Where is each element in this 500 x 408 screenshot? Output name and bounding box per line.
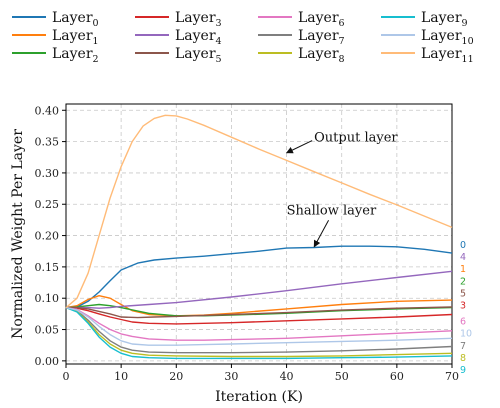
y-axis-label: Normalized Weight Per Layer xyxy=(10,129,26,339)
legend-label-layer-4: Layer4 xyxy=(175,28,222,47)
end-label-layer-1: 1 xyxy=(460,264,466,275)
annotation-label: Output layer xyxy=(314,131,398,146)
legend-label-layer-1: Layer1 xyxy=(52,28,99,47)
annotation-group: Output layer Shallow layer xyxy=(285,131,398,248)
legend-label-layer-5: Layer5 xyxy=(175,46,222,65)
end-label-layer-8: 8 xyxy=(460,353,466,364)
series-line-layer-0 xyxy=(65,245,453,309)
end-label-layer-2: 2 xyxy=(460,276,466,287)
series-line-layer-1 xyxy=(65,295,453,317)
y-tick-label: 0.35 xyxy=(35,136,60,149)
y-tick-label: 0.30 xyxy=(35,167,60,180)
x-tick-label: 0 xyxy=(63,370,70,383)
end-label-layer-10: 10 xyxy=(460,329,472,340)
series-line-layer-7 xyxy=(65,306,453,354)
x-tick-label: 10 xyxy=(114,370,128,383)
series-line-layer-6 xyxy=(65,306,453,341)
legend-label-layer-6: Layer6 xyxy=(298,10,345,29)
x-axis-label: Iteration (K) xyxy=(215,389,303,405)
legend-label-layer-10: Layer10 xyxy=(421,28,474,47)
y-tick-label: 0.15 xyxy=(35,261,60,274)
y-tick-label: 0.20 xyxy=(35,230,60,243)
legend-label-layer-11: Layer11 xyxy=(421,46,474,65)
series-line-layer-8 xyxy=(65,306,453,358)
legend-label-layer-7: Layer7 xyxy=(298,28,345,47)
legend-label-layer-2: Layer2 xyxy=(52,46,99,65)
series-line-layer-10 xyxy=(65,306,453,346)
y-tick-label: 0.10 xyxy=(35,292,60,305)
end-label-layer-9: 9 xyxy=(460,365,466,376)
y-tick-label: 0.40 xyxy=(35,104,60,117)
annotation-arrow xyxy=(313,220,330,248)
end-label-layer-0: 0 xyxy=(460,240,466,251)
legend-label-layer-0: Layer0 xyxy=(52,10,99,29)
end-label-layer-5: 5 xyxy=(460,288,466,299)
annotation-arrow xyxy=(285,140,313,154)
legend-label-layer-9: Layer9 xyxy=(421,10,468,29)
x-tick-label: 70 xyxy=(445,370,459,383)
series-line-layer-5 xyxy=(66,306,453,319)
series-line-layer-4 xyxy=(66,270,453,309)
series-line-layer-9 xyxy=(65,306,453,360)
x-tick-label: 20 xyxy=(169,370,183,383)
x-tick-label: 30 xyxy=(224,370,238,383)
annotation-label: Shallow layer xyxy=(287,203,377,218)
series-group xyxy=(65,114,453,360)
x-tick-label: 60 xyxy=(390,370,404,383)
legend-label-layer-8: Layer8 xyxy=(298,46,345,65)
y-tick-label: 0.00 xyxy=(35,355,60,368)
series-line-layer-11 xyxy=(65,114,453,309)
y-tick-label: 0.05 xyxy=(35,324,60,337)
legend-label-layer-3: Layer3 xyxy=(175,10,222,29)
end-label-layer-4: 4 xyxy=(460,252,466,263)
x-tick-label: 40 xyxy=(280,370,294,383)
tick-group: 0 10 20 30 40 50 60 70 0.00 0.05 0.10 0.15 0.20 0.25 0… xyxy=(35,104,460,383)
series-line-layer-3 xyxy=(65,306,453,325)
end-label-layer-7: 7 xyxy=(460,341,466,352)
x-tick-label: 50 xyxy=(335,370,349,383)
end-label-layer-3: 3 xyxy=(460,301,466,312)
plot-frame xyxy=(65,103,453,365)
y-tick-label: 0.25 xyxy=(35,198,60,211)
end-label-layer-6: 6 xyxy=(460,317,466,328)
